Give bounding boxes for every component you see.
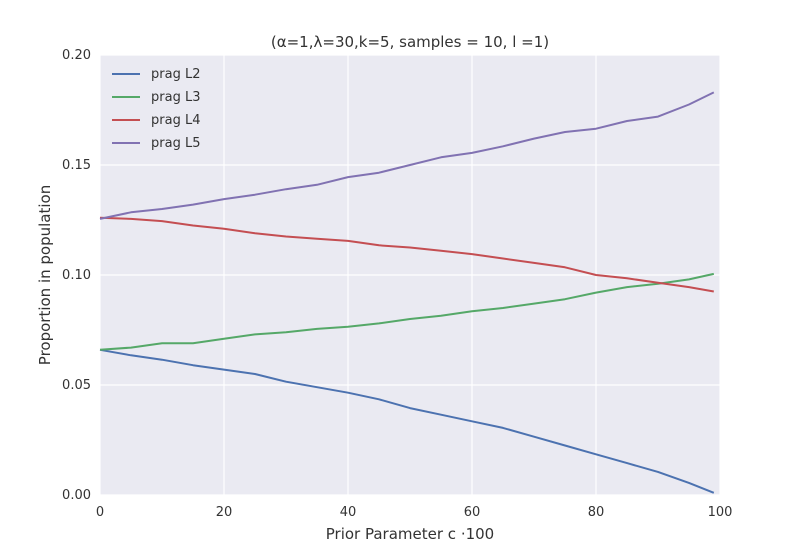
x-tick-label: 40 xyxy=(340,505,357,520)
legend-label: prag L4 xyxy=(151,113,200,128)
x-tick-label: 20 xyxy=(216,505,233,520)
y-tick-label: 0.20 xyxy=(62,48,91,63)
x-tick-label: 0 xyxy=(96,505,104,520)
legend-label: prag L5 xyxy=(151,136,200,151)
y-tick-labels: 0.00 0.05 0.10 0.15 0.20 xyxy=(62,48,91,503)
chart-title: (α=1,λ=30,k=5, samples = 10, l =1) xyxy=(271,33,549,51)
x-tick-label: 80 xyxy=(588,505,605,520)
legend-label: prag L3 xyxy=(151,90,200,105)
y-tick-label: 0.10 xyxy=(62,268,91,283)
y-tick-label: 0.05 xyxy=(62,378,91,393)
series-line-prag-l3 xyxy=(99,272,715,351)
series-line-prag-l4 xyxy=(99,216,714,293)
series-lines xyxy=(99,91,715,494)
legend-label: prag L2 xyxy=(151,67,200,82)
y-tick-label: 0.00 xyxy=(62,488,91,503)
x-tick-labels: 0 20 40 60 80 100 xyxy=(96,505,733,520)
x-tick-label: 60 xyxy=(464,505,481,520)
legend: prag L2 prag L3 prag L4 prag L5 xyxy=(112,67,200,151)
x-tick-label: 100 xyxy=(708,505,733,520)
y-axis-label: Proportion in population xyxy=(36,185,54,365)
x-axis-label: Prior Parameter c ·100 xyxy=(326,525,494,543)
series-line-prag-l5 xyxy=(99,91,715,220)
y-tick-label: 0.15 xyxy=(62,158,91,173)
series-line-prag-l2 xyxy=(99,348,715,494)
